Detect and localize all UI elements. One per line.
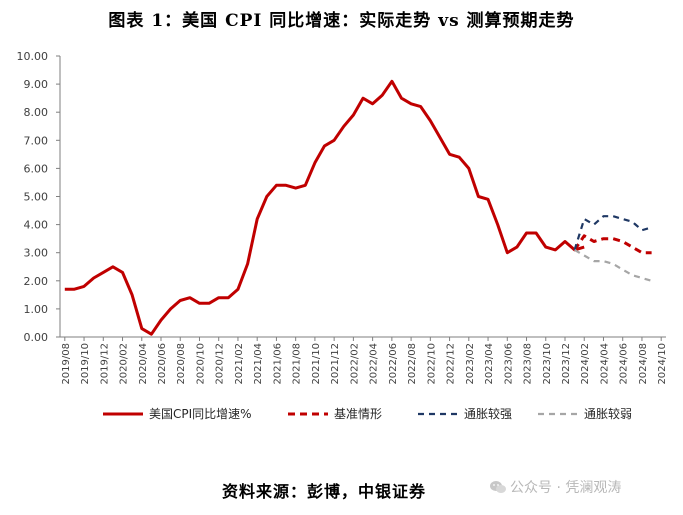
x-tick-label: 2024/02 <box>580 343 591 385</box>
y-tick-label: 8.00 <box>24 106 49 119</box>
x-tick-label: 2024/08 <box>638 343 649 385</box>
x-tick-label: 2020/02 <box>119 343 130 385</box>
x-tick-label: 2020/06 <box>157 343 168 385</box>
x-tick-label: 2023/06 <box>503 343 514 385</box>
x-tick-label: 2019/10 <box>80 343 91 385</box>
x-tick-label: 2023/04 <box>484 343 495 385</box>
x-tick-label: 2022/02 <box>349 343 360 385</box>
x-axis: 2019/08 2019/10 2019/12 2020/02 2020/04 2020/… <box>60 336 668 385</box>
wechat-icon <box>490 480 506 494</box>
x-tick-label: 2023/08 <box>523 343 534 385</box>
x-tick-label: 2023/12 <box>561 343 572 385</box>
x-tick-label: 2024/04 <box>599 343 610 385</box>
x-tick-label: 2021/12 <box>330 343 341 385</box>
series-line-2 <box>573 215 652 251</box>
y-tick-label: 6.00 <box>24 162 49 175</box>
x-tick-label: 2021/10 <box>311 343 322 385</box>
x-tick-label: 2019/08 <box>61 343 72 385</box>
watermark: 公众号 · 凭澜观涛 <box>490 477 621 497</box>
x-tick-label: 2021/08 <box>292 343 303 385</box>
x-tick-label: 2022/04 <box>369 343 380 385</box>
source-note: 资料来源：彭博，中银证券 <box>222 482 427 501</box>
x-tick-label: 2020/12 <box>215 343 226 385</box>
legend: 美国CPI同比增速% 基准情形 通胀较强 通胀较弱 <box>103 406 632 421</box>
watermark-text: 公众号 · 凭澜观涛 <box>510 480 622 496</box>
plot-series <box>64 79 652 336</box>
x-tick-label: 2020/08 <box>176 343 187 385</box>
x-tick-label: 2022/10 <box>426 343 437 385</box>
series-line-1 <box>573 234 652 255</box>
y-tick-label: 3.00 <box>24 247 49 260</box>
x-tick-label: 2023/10 <box>542 343 553 385</box>
x-tick-label: 2020/10 <box>195 343 206 385</box>
x-tick-label: 2022/06 <box>388 343 399 385</box>
y-tick-label: 4.00 <box>24 219 49 232</box>
x-tick-label: 2021/02 <box>234 343 245 385</box>
legend-label-3: 通胀较弱 <box>584 406 632 421</box>
x-tick-label: 2019/12 <box>99 343 110 385</box>
x-tick-label: 2024/10 <box>657 343 668 385</box>
x-tick-label: 2021/06 <box>272 343 283 385</box>
y-tick-label: 5.00 <box>24 191 49 204</box>
x-tick-label: 2020/04 <box>138 343 149 385</box>
y-tick-label: 7.00 <box>24 134 49 147</box>
y-tick-label: 10.00 <box>17 50 49 63</box>
series-line-0 <box>64 79 585 336</box>
x-tick-label: 2022/12 <box>446 343 457 385</box>
chart-title: 图表 1：美国 CPI 同比增速：实际走势 vs 测算预期走势 <box>108 11 575 31</box>
series-line-3 <box>574 248 652 282</box>
x-tick-label: 2024/06 <box>619 343 630 385</box>
legend-label-2: 通胀较强 <box>464 406 512 421</box>
x-tick-label: 2021/04 <box>253 343 264 385</box>
y-tick-label: 1.00 <box>24 303 49 316</box>
y-tick-label: 0.00 <box>24 331 49 344</box>
legend-label-0: 美国CPI同比增速% <box>149 407 252 421</box>
x-tick-label: 2022/08 <box>407 343 418 385</box>
legend-label-1: 基准情形 <box>334 407 382 421</box>
y-axis: 0.00 1.00 2.00 3.00 4.00 5.00 6.00 7.00 8.00 9.00… <box>17 50 61 344</box>
x-tick-label: 2023/02 <box>465 343 476 385</box>
y-tick-label: 9.00 <box>24 78 49 91</box>
y-tick-label: 2.00 <box>24 275 49 288</box>
